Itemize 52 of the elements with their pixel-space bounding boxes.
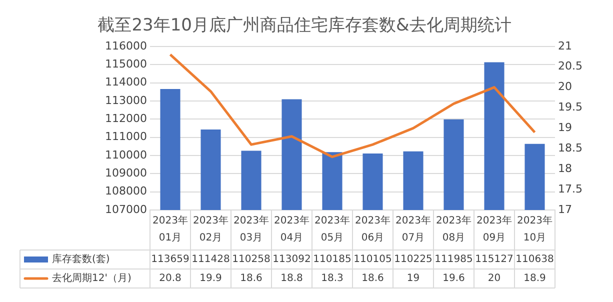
legend-label: 库存套数(套): [52, 253, 110, 266]
y2-tick-label: 20.5: [558, 60, 582, 73]
data-label: 110225: [394, 254, 432, 266]
y2-tick-label: 19: [558, 121, 572, 134]
chart-title: 截至23年10月底广州商品住宅库存套数&去化周期统计: [98, 16, 512, 36]
y2-tick-label: 17.5: [558, 182, 582, 196]
y2-tick-label: 18.5: [558, 142, 582, 155]
data-label: 110258: [232, 254, 270, 266]
y-tick-label: 109000: [105, 166, 147, 180]
y-tick-label: 108000: [105, 184, 147, 198]
data-label: 18.3: [321, 273, 344, 284]
data-label: 115127: [475, 254, 514, 266]
data-label: 113659: [151, 254, 190, 266]
data-label: 18.6: [362, 273, 384, 284]
y2-tick-label: 21: [558, 39, 572, 52]
data-label: 113092: [272, 254, 311, 266]
y-tick-label: 112000: [105, 112, 147, 125]
data-label: 110185: [313, 254, 352, 266]
data-label: 18.6: [240, 273, 262, 284]
y-tick-label: 111000: [105, 130, 147, 144]
x-tick-label: 2023年08月: [436, 214, 472, 244]
legend-label: 去化周期12'（月): [52, 272, 132, 284]
y-tick-label: 116000: [105, 39, 147, 52]
x-tick-label: 2023年02月: [193, 214, 228, 244]
y-tick-label: 115000: [105, 57, 147, 70]
x-tick-label: 2023年05月: [314, 214, 350, 244]
y-tick-label: 107000: [105, 202, 147, 216]
data-label: 19: [406, 273, 420, 284]
x-tick-label: 2023年04月: [274, 214, 310, 244]
data-label: 19.9: [200, 273, 222, 284]
data-label: 18.8: [280, 273, 303, 284]
data-label: 20: [488, 273, 501, 284]
y2-tick-label: 17: [558, 202, 572, 216]
data-label: 110105: [354, 254, 392, 266]
data-label: 19.6: [442, 273, 465, 284]
x-tick-label: 2023年03月: [234, 214, 269, 244]
x-tick-label: 2023年06月: [355, 214, 390, 244]
y-tick-label: 110000: [105, 148, 147, 162]
y-tick-label: 113000: [105, 94, 147, 107]
y-tick-label: 114000: [105, 76, 147, 89]
data-label: 110638: [516, 254, 554, 266]
x-tick-label: 2023年07月: [396, 214, 431, 244]
data-label: 18.9: [524, 273, 546, 284]
y2-tick-label: 20: [558, 80, 572, 94]
x-tick-label: 2023年01月: [152, 214, 188, 244]
y2-tick-label: 18: [558, 162, 572, 175]
x-tick-label: 2023年10月: [517, 214, 552, 244]
x-tick-label: 2023年09月: [476, 214, 512, 244]
data-label: 111985: [434, 254, 473, 266]
data-label: 20.8: [159, 273, 182, 284]
data-label: 111428: [192, 254, 230, 266]
y2-tick-label: 19.5: [558, 100, 582, 114]
